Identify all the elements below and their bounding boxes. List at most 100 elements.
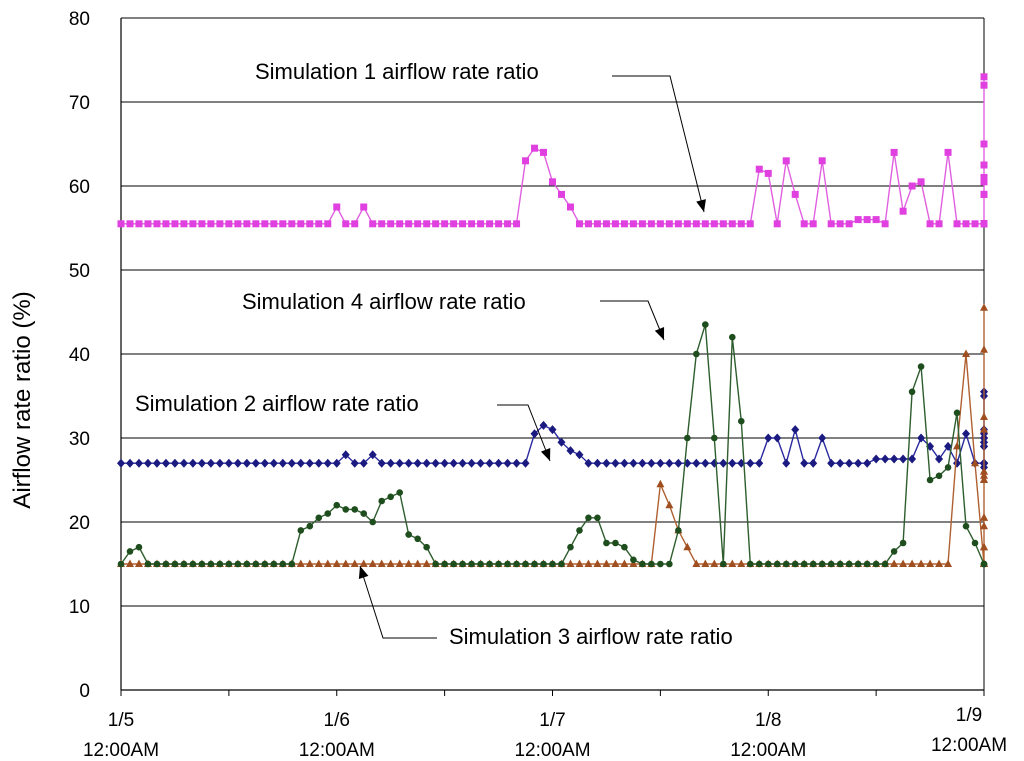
data-point [611, 559, 620, 567]
data-point [656, 479, 665, 488]
data-point [684, 434, 691, 442]
data-point [423, 543, 430, 551]
data-point [233, 458, 242, 468]
data-point [611, 220, 619, 228]
data-point [764, 169, 772, 177]
data-point [881, 220, 889, 228]
series-4 [117, 321, 988, 568]
data-point [117, 220, 125, 228]
data-point [351, 220, 359, 228]
data-point [818, 433, 827, 443]
data-point [504, 560, 511, 568]
data-point [638, 220, 646, 228]
data-point [458, 458, 467, 468]
data-point [935, 559, 944, 567]
data-point [611, 458, 620, 468]
data-point [953, 441, 962, 450]
data-point [675, 527, 682, 534]
data-point [351, 506, 359, 513]
data-point [404, 559, 413, 567]
data-point [377, 559, 386, 567]
data-point [863, 216, 871, 224]
data-point [324, 220, 332, 228]
data-point [296, 559, 305, 567]
data-point [953, 220, 961, 228]
data-point [863, 458, 872, 468]
data-point [360, 510, 368, 517]
data-point [297, 220, 305, 228]
x-tick-time: 12:00AM [514, 740, 590, 761]
y-tick-label: 20 [69, 513, 90, 534]
data-point [782, 458, 791, 468]
data-point [386, 559, 395, 567]
annotation-leader-line [359, 565, 437, 639]
data-point [162, 220, 170, 228]
data-point [648, 560, 655, 568]
data-point [980, 560, 988, 568]
data-point [296, 458, 305, 468]
data-point [171, 220, 179, 228]
data-point [134, 458, 143, 468]
data-point [594, 514, 601, 522]
data-point [746, 458, 755, 468]
data-point [459, 220, 467, 228]
data-point [522, 560, 529, 568]
data-point [890, 148, 898, 156]
data-point [512, 458, 521, 468]
data-point [261, 220, 269, 228]
data-point [944, 464, 952, 471]
data-point [117, 560, 125, 568]
data-point [764, 433, 773, 443]
data-point [621, 543, 628, 551]
data-point [125, 458, 134, 468]
data-point [486, 220, 494, 228]
annotations-layer: Simulation 1 airflow rate ratio Simulati… [135, 59, 733, 649]
data-point [261, 560, 269, 568]
data-point [386, 458, 395, 468]
data-point [387, 493, 394, 501]
data-point [548, 425, 557, 435]
data-point [549, 560, 556, 568]
data-point [287, 458, 296, 468]
data-point [404, 458, 413, 468]
annotation-simulation-1: Simulation 1 airflow rate ratio [255, 59, 539, 84]
data-point [854, 216, 862, 224]
data-point [405, 531, 412, 538]
data-point [935, 472, 943, 480]
data-point [468, 220, 476, 228]
data-point [368, 450, 377, 460]
data-point [477, 220, 485, 228]
x-tick-time: 12:00AM [730, 740, 806, 761]
data-point [612, 539, 619, 547]
data-point [836, 458, 845, 468]
data-point [791, 425, 800, 435]
data-point [278, 458, 287, 468]
annotation-arrowhead [696, 199, 706, 212]
data-point [441, 560, 448, 568]
data-point [728, 220, 736, 228]
data-point [630, 556, 637, 564]
data-point [585, 514, 592, 522]
data-point [926, 559, 935, 567]
data-point [368, 559, 377, 567]
data-point [800, 220, 808, 228]
data-point [431, 458, 440, 468]
data-point [962, 349, 971, 357]
data-point [269, 458, 278, 468]
data-point [279, 560, 287, 568]
data-point [980, 425, 988, 433]
y-tick-label: 80 [69, 9, 90, 30]
data-point [378, 497, 385, 505]
data-point [584, 559, 593, 567]
data-point [593, 220, 601, 228]
data-point [171, 560, 179, 568]
annotation-arrowhead [358, 566, 369, 579]
data-point [584, 220, 592, 228]
y-tick-label: 50 [69, 261, 90, 282]
data-point [539, 420, 548, 430]
data-point [890, 548, 898, 555]
data-point [485, 458, 494, 468]
data-point [693, 350, 700, 358]
data-point [602, 220, 610, 228]
